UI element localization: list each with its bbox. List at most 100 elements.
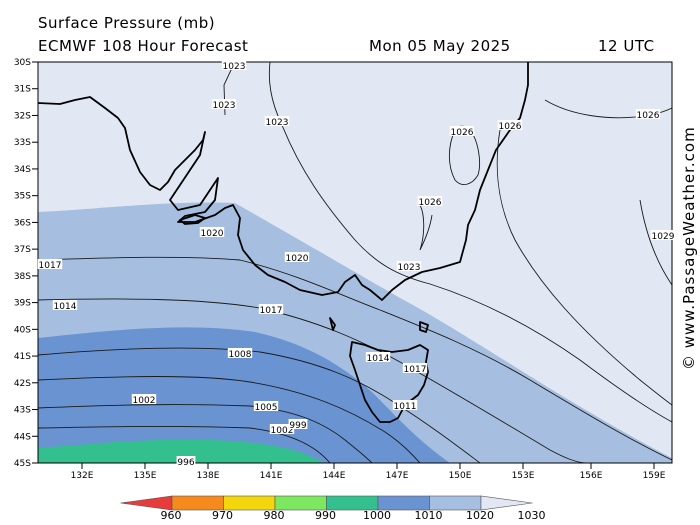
lon-label: 135E	[134, 471, 157, 481]
lon-label: 144E	[323, 471, 346, 481]
isobar-label-bg	[131, 394, 157, 404]
isobar-label-bg	[417, 196, 443, 206]
lon-label: 159E	[643, 471, 666, 481]
isobar-label-bg	[396, 261, 422, 271]
lat-label: 39S	[14, 299, 31, 309]
isobar-label-bg	[449, 126, 475, 136]
isobar-label-bg	[211, 99, 237, 109]
lon-label: 156E	[580, 471, 603, 481]
isobar-label: 1023	[223, 62, 246, 72]
lat-label: 36S	[14, 218, 31, 228]
isobar-label-bg	[264, 116, 290, 126]
isobar-label: 1023	[213, 101, 236, 111]
lat-label: 45S	[14, 459, 31, 469]
isobar-label: 1011	[394, 402, 417, 412]
legend-tick-label: 1010	[415, 509, 443, 522]
isobar-label: 1026	[499, 122, 522, 132]
lon-label: 147E	[386, 471, 409, 481]
color-legend: 960 970 980 990 1000 1010 1020 1030	[120, 495, 546, 522]
isobar-label-bg	[402, 363, 428, 373]
lat-label: 32S	[14, 111, 31, 121]
isobar-label: 999	[289, 421, 306, 431]
isobar-label-bg	[258, 304, 284, 314]
isobar-label: 1017	[404, 365, 427, 375]
latitude-axis: 30S 31S 32S 33S 34S 35S 36S 37S 38S 39S 40S 41S 42S 4…	[14, 58, 38, 469]
lat-label: 43S	[14, 406, 31, 416]
forecast-model-label: ECMWF 108 Hour Forecast	[38, 37, 249, 55]
isobar-label: 1026	[419, 198, 442, 208]
isobar-label: 1020	[201, 229, 224, 239]
lat-label: 33S	[14, 138, 31, 148]
isobar-label: 1026	[637, 111, 660, 121]
isobar-label: 1014	[367, 354, 390, 364]
legend-tick-label: 1030	[518, 509, 546, 522]
lon-label: 141E	[260, 471, 283, 481]
isobar-label: 996	[177, 458, 194, 468]
fill-990-1000	[38, 439, 325, 463]
legend-swatch	[274, 495, 327, 511]
isobar-label-bg	[221, 60, 247, 70]
isobar-label-bg	[52, 300, 78, 310]
forecast-date: Mon 05 May 2025	[369, 37, 511, 55]
lat-label: 30S	[14, 58, 31, 68]
lat-label: 40S	[14, 325, 31, 335]
lat-label: 41S	[14, 352, 31, 362]
isobar-label: 1002	[133, 396, 156, 406]
lon-label: 150E	[449, 471, 472, 481]
legend-swatch	[120, 495, 173, 511]
isobar-label: 1017	[39, 261, 62, 271]
isobar-label-bg	[635, 109, 661, 119]
chart-title: Surface Pressure (mb)	[38, 14, 216, 32]
legend-swatch	[429, 495, 482, 511]
isobar-label-bg	[227, 348, 253, 358]
lon-label: 138E	[197, 471, 220, 481]
isobar-label: 1017	[260, 306, 283, 316]
legend-swatch	[326, 495, 379, 511]
isobar-label-bg	[199, 227, 225, 237]
isobar-label-bg	[269, 424, 295, 434]
fill-1000-1010	[38, 327, 450, 463]
isobar-label-bg	[37, 259, 63, 269]
isobar-label-bg	[253, 401, 279, 411]
lat-label: 31S	[14, 85, 31, 95]
longitude-axis: 132E 135E 138E 141E 144E 147E 150E 153E 156E 159E	[71, 463, 666, 481]
lat-label: 42S	[14, 379, 31, 389]
isobar-label: 1020	[286, 254, 309, 264]
lat-label: 44S	[14, 432, 31, 442]
lat-label: 38S	[14, 272, 31, 282]
isobar-label: 1026	[451, 128, 474, 138]
legend-tick-label: 990	[315, 509, 336, 522]
lat-label: 35S	[14, 192, 31, 202]
legend-tick-label: 960	[161, 509, 182, 522]
pressure-fill-layer	[38, 62, 672, 463]
isobar-label-bg	[497, 120, 523, 130]
lon-label: 132E	[71, 471, 94, 481]
legend-swatch	[223, 495, 276, 511]
credit-text: © www.PassageWeather.com	[680, 126, 698, 370]
legend-tick-label: 1020	[466, 509, 494, 522]
legend-tick-label: 980	[264, 509, 285, 522]
isobar-label: 1002	[271, 426, 294, 436]
legend-tick-label: 1000	[363, 509, 391, 522]
isobar-labels: 1023 1023 1023 1026 1026 1026 1026 1029 1020 1020…	[37, 60, 676, 468]
isobar-label: 1023	[266, 118, 289, 128]
isobar-label: 1005	[255, 403, 278, 413]
isobar-label-bg	[288, 419, 308, 429]
forecast-time: 12 UTC	[598, 37, 655, 55]
isobar-label: 1029	[652, 232, 675, 242]
legend-swatch	[377, 495, 430, 511]
isobar-label-bg	[176, 456, 196, 466]
lon-label: 153E	[512, 471, 535, 481]
coastline	[38, 62, 529, 423]
isobar-label-bg	[650, 230, 676, 240]
isobar-label-bg	[392, 400, 418, 410]
isobar-label: 1008	[229, 350, 252, 360]
legend-tick-label: 970	[212, 509, 233, 522]
isobar-label-bg	[284, 252, 310, 262]
lat-label: 37S	[14, 245, 31, 255]
isobar-label-bg	[365, 352, 391, 362]
legend-swatch	[480, 495, 533, 511]
lat-label: 34S	[14, 165, 31, 175]
isobar-label: 1014	[54, 302, 77, 312]
